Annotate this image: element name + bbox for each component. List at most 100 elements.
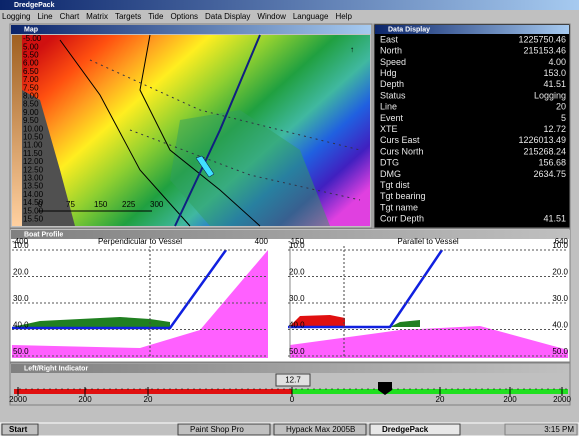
profile-material <box>290 315 345 326</box>
task-label: Hypack Max 2005B <box>286 425 355 434</box>
data-display-title-bar <box>375 25 569 34</box>
lr-scale-label: 20 <box>144 395 153 404</box>
app-title-bar <box>0 0 579 10</box>
task-label: Paint Shop Pro <box>190 425 244 434</box>
profile-depth-label: 50.0 <box>289 347 305 356</box>
profile-depth-label: 30.0 <box>13 294 29 303</box>
legend-label: 15.50 <box>23 215 44 224</box>
profile-caption: Perpendicular to Vessel <box>98 237 182 246</box>
profile-material <box>390 320 420 327</box>
menu-item[interactable]: Line <box>37 12 53 21</box>
data-label: Tgt name <box>380 202 418 212</box>
legend-label: 11.50 <box>23 149 43 158</box>
boat[interactable] <box>195 155 215 178</box>
profile-x-end: 640 <box>555 237 569 246</box>
profile-bank <box>290 326 568 358</box>
lr-title-bar <box>11 364 569 373</box>
menu-item[interactable]: Help <box>335 12 352 21</box>
menu-item[interactable]: Options <box>170 12 198 21</box>
data-label: Tgt bearing <box>380 191 426 201</box>
lr-scale-label: 2000 <box>9 395 27 404</box>
tray <box>504 423 578 436</box>
legend-label: -5.00 <box>23 34 42 43</box>
north-arrow: ↑ <box>350 45 354 54</box>
scale-label: 0 <box>38 200 43 209</box>
data-label: Tgt dist <box>380 180 410 190</box>
data-label: Status <box>380 90 406 100</box>
task-button[interactable] <box>177 423 271 436</box>
map-title: Map <box>24 26 38 33</box>
profile-x-start: -150 <box>288 237 305 246</box>
menu-item[interactable]: Tide <box>148 12 164 21</box>
map-track <box>129 129 361 201</box>
clock: 3:15 PM <box>544 425 574 434</box>
task-button[interactable] <box>273 423 367 436</box>
legend-label: 5.00 <box>23 42 39 51</box>
menu-item[interactable]: Language <box>293 12 329 21</box>
profile-depth-label: 40.0 <box>289 321 305 330</box>
profile-x-start: -400 <box>12 237 29 246</box>
data-label: Corr Depth <box>380 214 424 224</box>
legend-label: 12.50 <box>23 165 44 174</box>
data-value: 4.00 <box>548 57 566 67</box>
legend-label: 7.00 <box>23 75 39 84</box>
menu-item[interactable]: Window <box>257 12 286 21</box>
data-value: 153.0 <box>543 68 566 78</box>
data-label: Speed <box>380 57 406 67</box>
profile-depth-label: 20.0 <box>289 268 305 277</box>
data-label: XTE <box>380 124 398 134</box>
lr-scale-label: 200 <box>78 395 92 404</box>
map-legend <box>12 35 22 226</box>
legend-label: 10.50 <box>23 133 44 142</box>
map-boundary <box>139 34 261 227</box>
start-label: Start <box>9 425 28 434</box>
data-value: Logging <box>534 90 566 100</box>
scale-label: 150 <box>94 200 108 209</box>
profile-depth-label: 30.0 <box>552 294 568 303</box>
data-display-title: Data Display <box>388 26 430 33</box>
profile-depth-label: 50.0 <box>13 347 29 356</box>
data-label: DMG <box>380 169 401 179</box>
data-value: 20 <box>556 102 566 112</box>
map-boundary <box>59 39 191 227</box>
menu-item[interactable]: Chart <box>60 12 80 21</box>
profile-depth-label: 20.0 <box>13 268 29 277</box>
scale-label: 300 <box>150 200 164 209</box>
data-label: North <box>380 46 402 56</box>
data-value: 41.51 <box>543 214 566 224</box>
map-title-bar <box>11 25 371 34</box>
legend-label: 9.00 <box>23 108 39 117</box>
data-value: 156.68 <box>538 158 566 168</box>
scale-label: 225 <box>122 200 136 209</box>
data-label: DTG <box>380 158 399 168</box>
menu-item[interactable]: Matrix <box>86 12 108 21</box>
profile-x-end: 400 <box>255 237 269 246</box>
map-line <box>174 34 261 227</box>
data-label: Line <box>380 102 397 112</box>
lr-scale-label: 2000 <box>553 395 571 404</box>
lr-scale-label: 200 <box>503 395 517 404</box>
profile-template <box>12 249 228 330</box>
legend-label: 13.50 <box>23 182 44 191</box>
app-title: DredgePack <box>14 2 55 9</box>
menu-item[interactable]: Data Display <box>205 12 250 21</box>
legend-label: 6.00 <box>23 59 39 68</box>
boat-profile-title-bar <box>11 230 569 239</box>
lr-scale-label: 0 <box>290 395 295 404</box>
start-button[interactable] <box>1 423 39 436</box>
lr-left-bar <box>14 389 292 394</box>
menu-item[interactable]: Logging <box>2 12 30 21</box>
map-land <box>22 90 75 226</box>
menu-item[interactable]: Targets <box>115 12 141 21</box>
map-track <box>89 59 361 151</box>
profile-material <box>12 317 170 327</box>
task-button[interactable] <box>369 423 461 436</box>
data-value: 1225750.46 <box>518 34 566 44</box>
lr-pointer <box>378 382 392 395</box>
data-label: East <box>380 34 399 44</box>
boat-profile-title: Boat Profile <box>24 231 63 238</box>
data-value: 5 <box>561 113 566 123</box>
lr-value: 12.7 <box>285 376 301 385</box>
profile-depth-label: 30.0 <box>289 294 305 303</box>
